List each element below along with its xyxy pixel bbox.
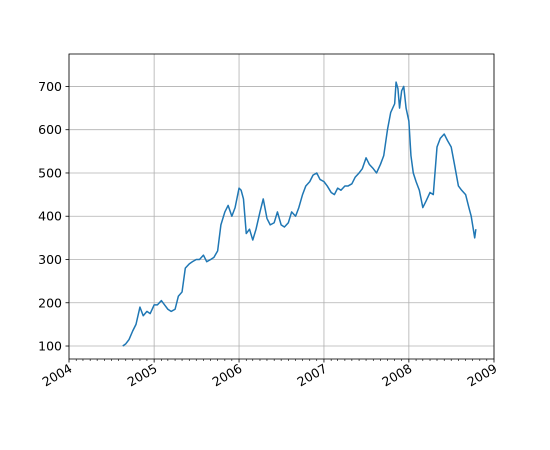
y-tick-label: 100 [38,339,62,354]
x-tick-label: 2005 [125,361,160,390]
price-series-line [122,81,477,347]
y-axis: 100 200 300 400 500 600 700 [38,79,69,354]
y-tick-label: 600 [38,122,62,137]
x-tick-label: 2008 [379,361,414,390]
x-tick-label: 2006 [209,361,244,390]
plot-frame [68,53,495,360]
x-tick-label: 2007 [294,361,329,390]
y-tick-label: 400 [38,209,62,224]
y-tick-label: 500 [38,165,62,180]
x-tick-label: 2004 [39,361,74,390]
x-tick-label: 2009 [464,361,499,390]
grid-lines [68,54,495,359]
y-tick-label: 700 [38,79,62,94]
y-tick-label: 300 [38,252,62,267]
y-tick-label: 200 [38,295,62,310]
x-axis: 2004 2005 2006 2007 2008 2009 [39,359,500,390]
